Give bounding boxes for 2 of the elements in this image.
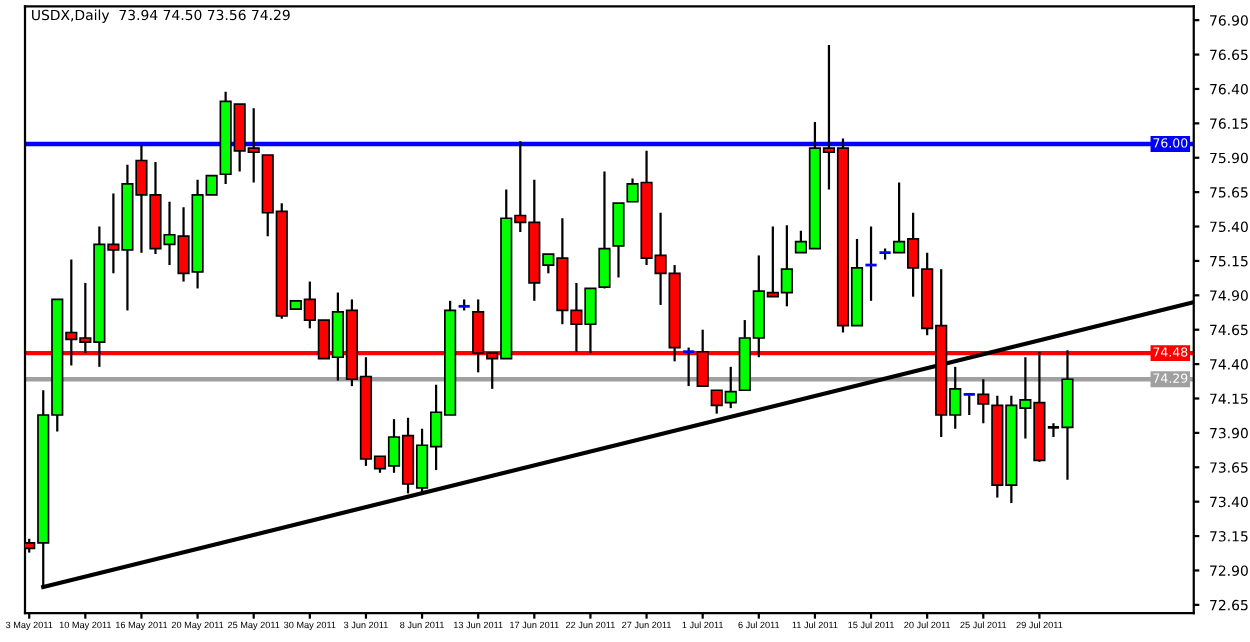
candlestick	[598, 170, 611, 290]
candlestick	[977, 378, 990, 425]
